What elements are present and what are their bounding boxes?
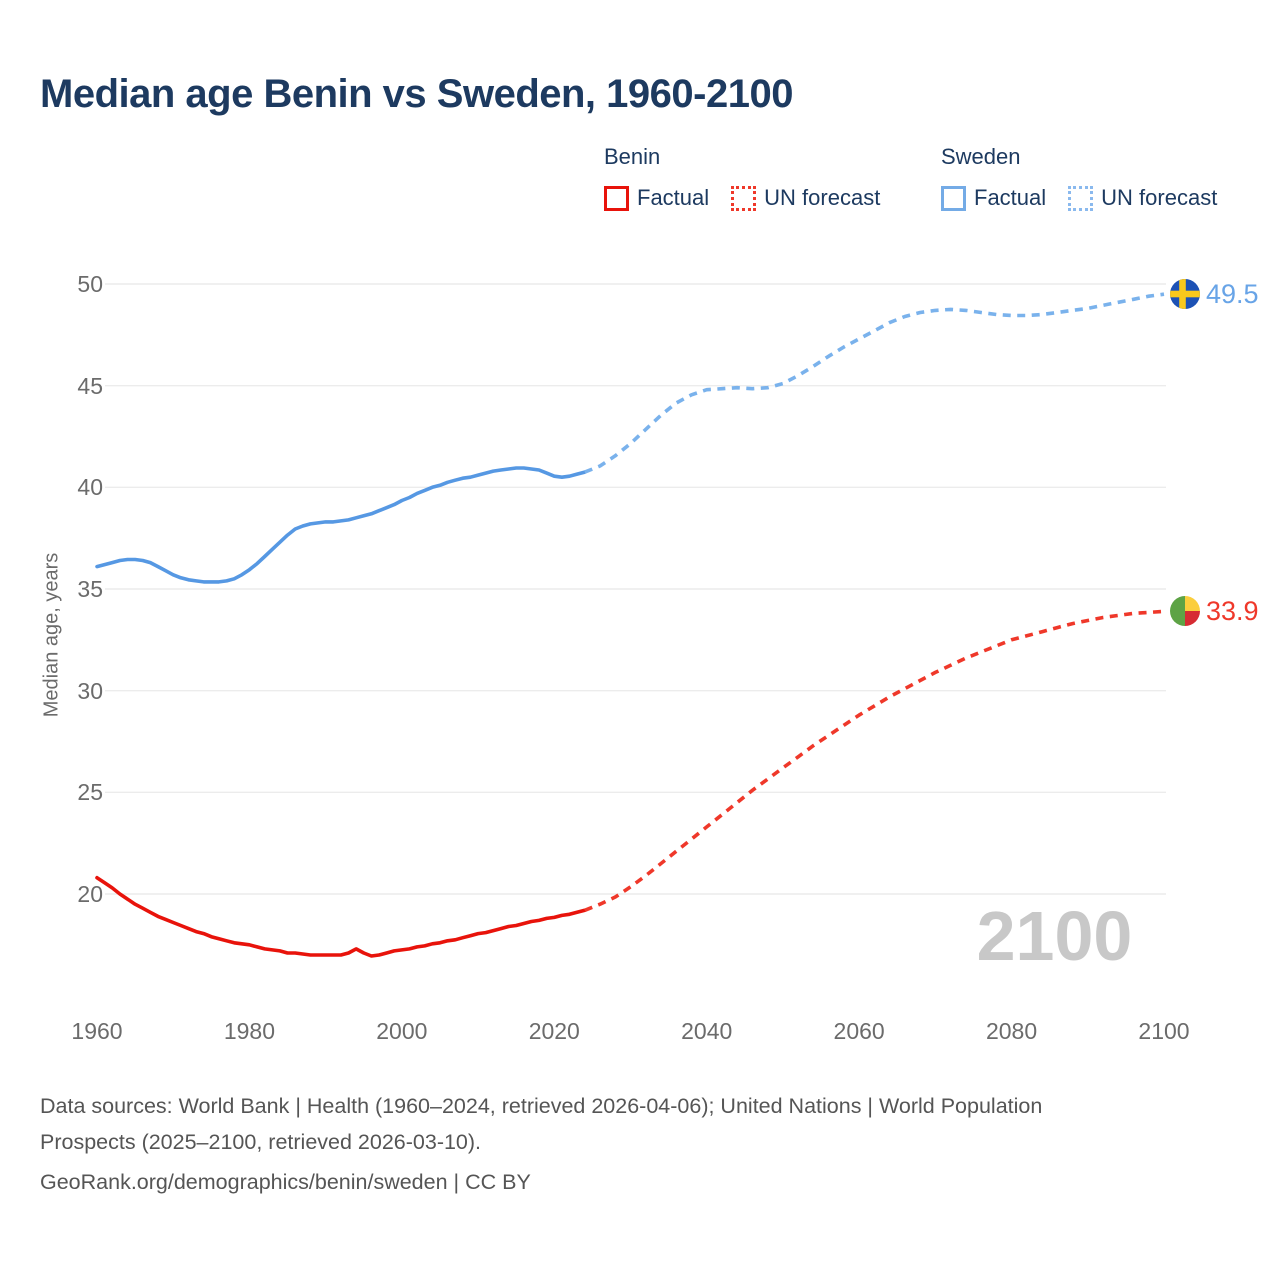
legend-items: Factual UN forecast [604, 185, 902, 211]
y-tick-label: 45 [77, 372, 103, 399]
x-tick-label: 2000 [376, 1018, 428, 1044]
x-tick-label: 1980 [223, 1018, 275, 1044]
legend-label: UN forecast [764, 185, 881, 210]
sweden-flag-icon [1170, 279, 1200, 309]
legend-group-title: Benin [604, 144, 661, 169]
benin-factual-swatch-icon [604, 185, 629, 211]
y-tick-label: 30 [77, 677, 103, 704]
legend-group-title: Sweden [941, 144, 1021, 169]
y-tick-label: 40 [77, 474, 103, 501]
sweden-forecast-line [584, 292, 1165, 474]
y-tick-label: 20 [77, 881, 103, 907]
sweden-factual-line [95, 466, 587, 584]
attribution-text: GeoRank.org/demographics/benin/sweden | … [40, 1170, 531, 1194]
legend-items: Factual UN forecast [941, 185, 1239, 211]
benin-forecast-line [584, 609, 1165, 912]
legend-label: Factual [637, 185, 710, 210]
x-tick-label: 1960 [71, 1018, 123, 1044]
page-title: Median age Benin vs Sweden, 1960-2100 [40, 72, 793, 116]
x-tick-label: 2020 [528, 1018, 580, 1044]
x-tick-label: 2040 [681, 1018, 733, 1044]
x-tick-label: 2060 [833, 1018, 885, 1044]
y-tick-label: 25 [77, 779, 103, 806]
footer: Data sources: World Bank | Health (1960–… [40, 1088, 1132, 1200]
watermark-year: 2100 [976, 897, 1133, 975]
benin-end-value: 33.9 [1206, 596, 1259, 626]
y-tick-label: 50 [77, 271, 103, 297]
benin-flag-icon [1170, 596, 1200, 626]
sweden-end-value: 49.5 [1206, 279, 1259, 309]
legend-group-benin: Benin Factual UN forecast [604, 143, 902, 211]
y-tick-label: 35 [77, 576, 103, 602]
sweden-factual-swatch-icon [941, 185, 966, 211]
legend-group-sweden: Sweden Factual UN forecast [941, 143, 1239, 211]
legend-label: Factual [974, 185, 1047, 210]
legend-label: UN forecast [1101, 185, 1218, 210]
x-tick-label: 2100 [1138, 1018, 1190, 1044]
data-sources-text: Data sources: World Bank | Health (1960–… [40, 1094, 1043, 1154]
benin-forecast-swatch-icon [731, 185, 757, 211]
x-tick-label: 2080 [985, 1018, 1038, 1044]
sweden-forecast-swatch-icon [1068, 185, 1094, 211]
benin-factual-line [95, 875, 587, 958]
plot-area [95, 283, 1166, 958]
